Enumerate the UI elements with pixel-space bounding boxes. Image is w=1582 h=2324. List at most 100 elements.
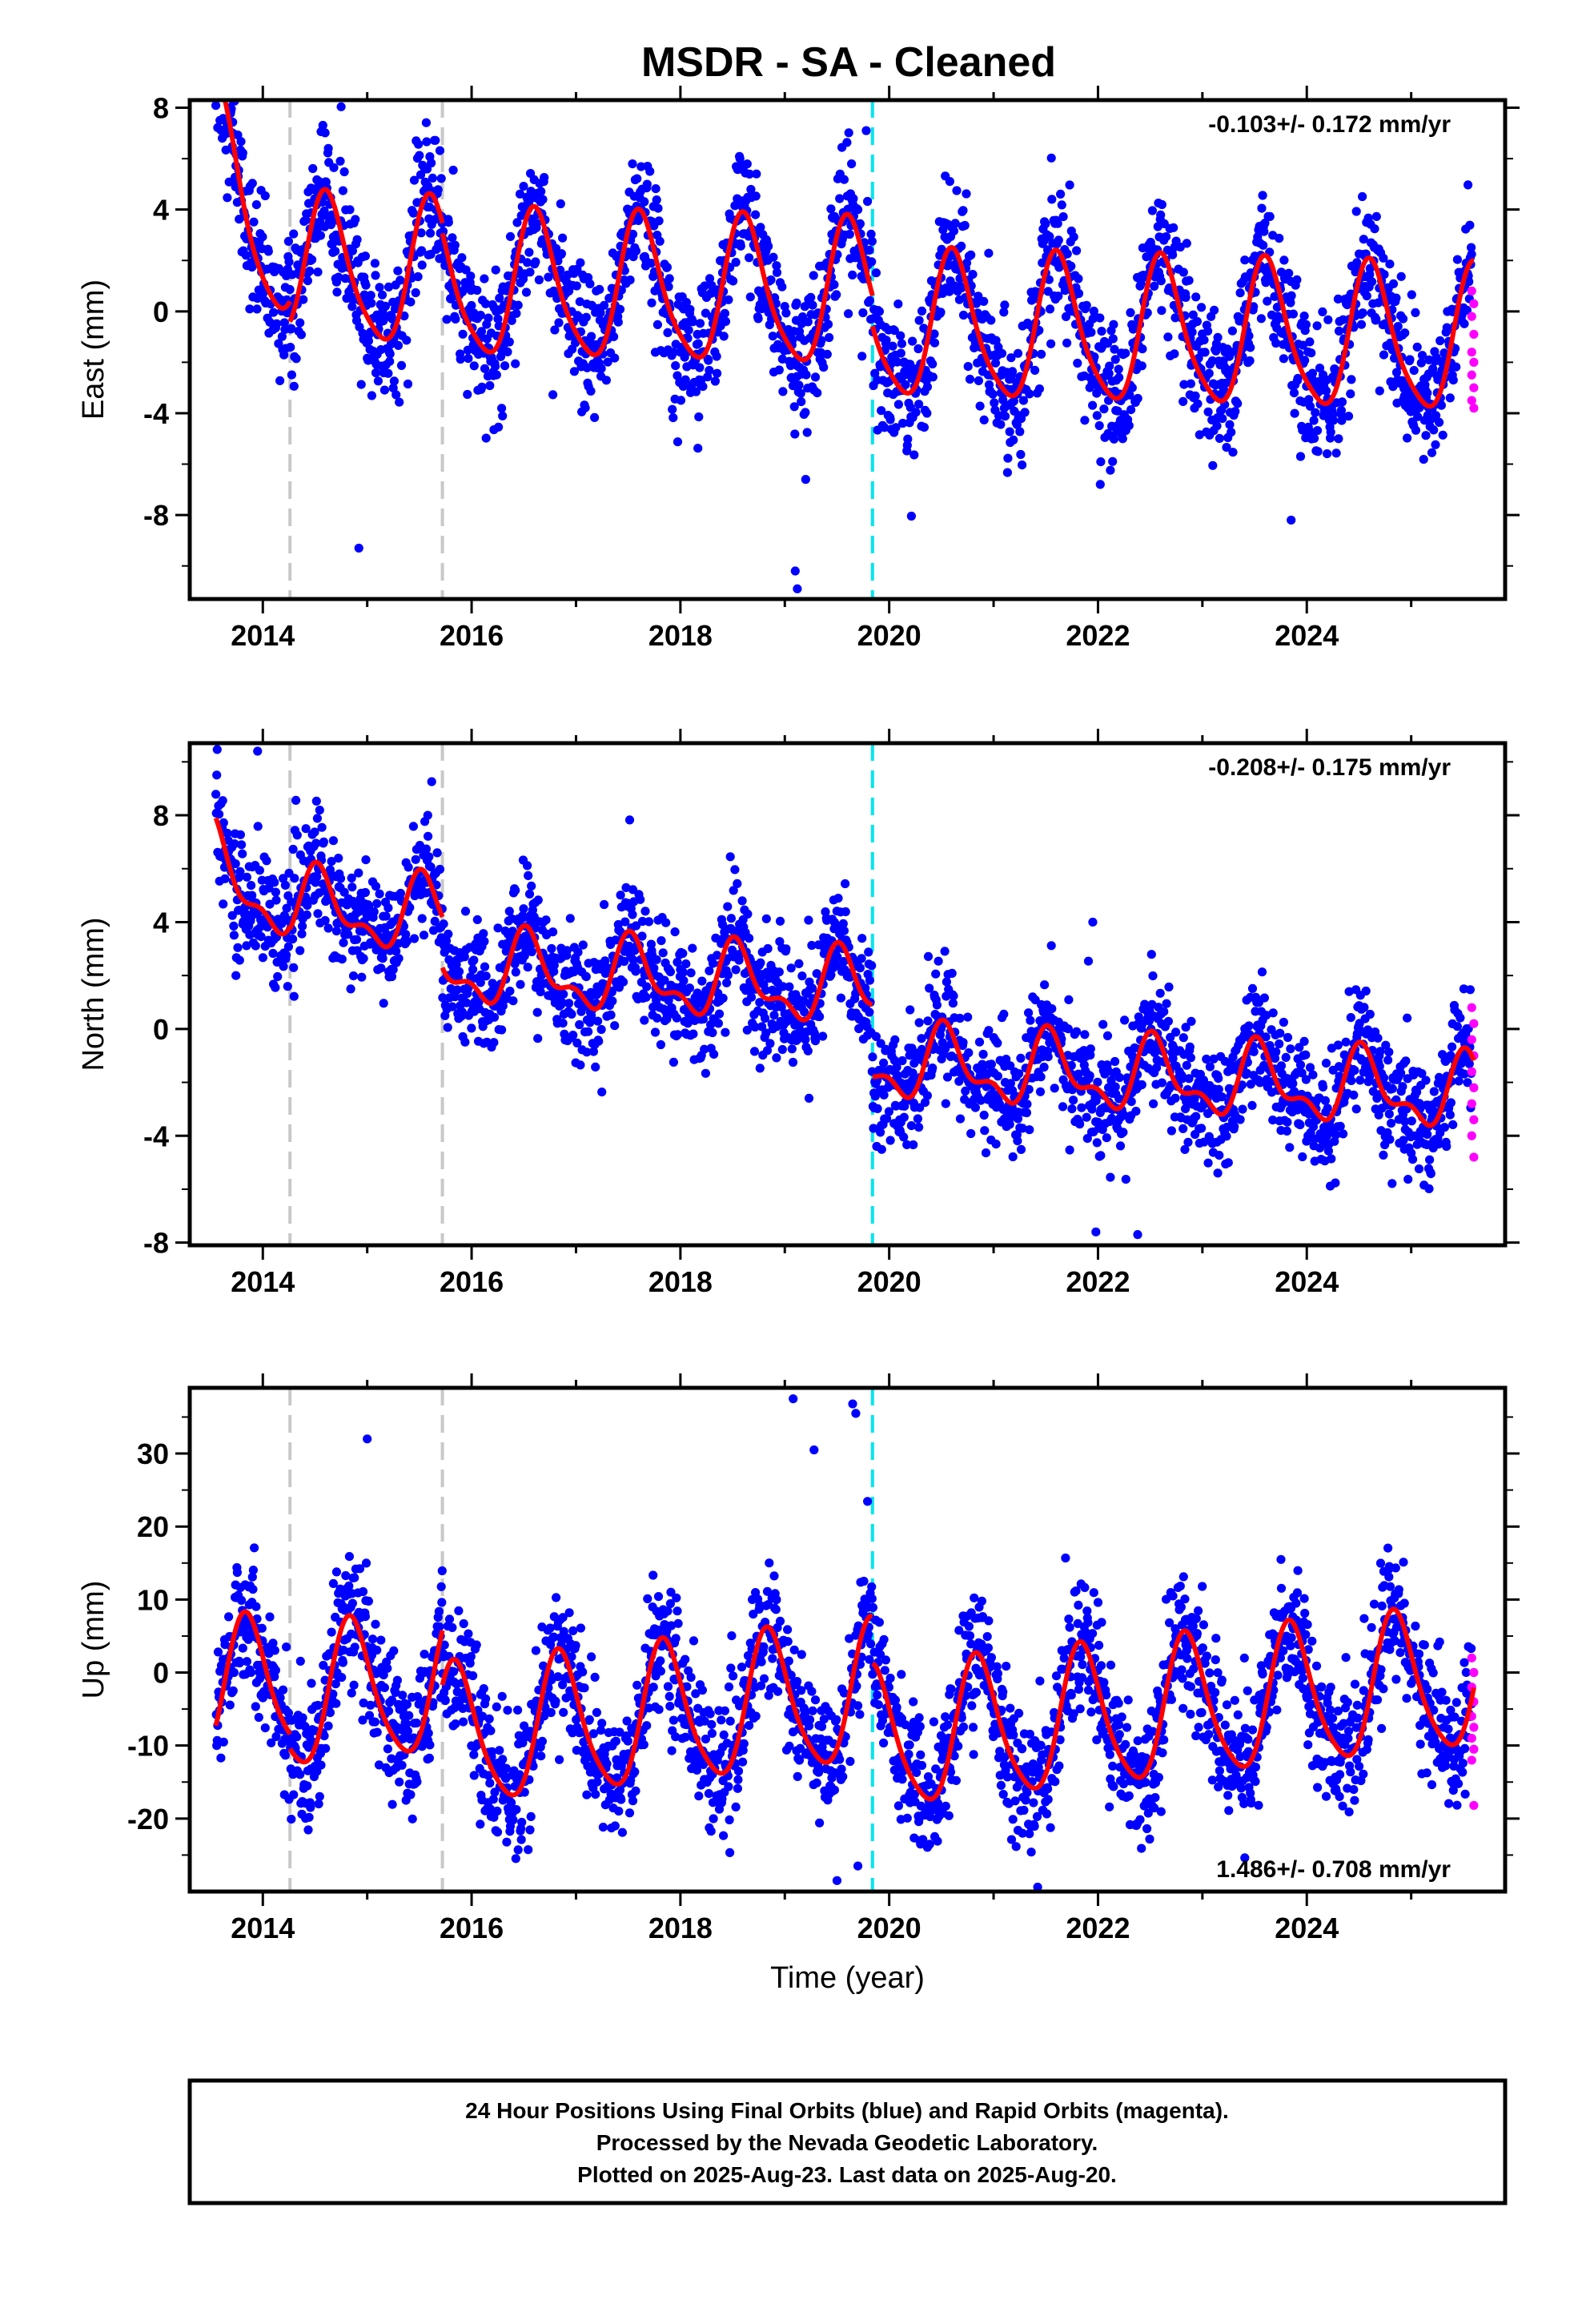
data-point: [498, 1001, 508, 1011]
data-point: [270, 878, 279, 887]
outlier-point: [801, 475, 810, 485]
data-point: [258, 953, 267, 963]
data-point: [1304, 395, 1314, 404]
data-point: [1207, 356, 1217, 366]
data-point: [1072, 246, 1082, 255]
data-point: [481, 433, 491, 443]
data-point: [976, 1096, 986, 1105]
data-point: [1256, 314, 1266, 324]
data-point: [1108, 456, 1118, 466]
data-point: [1295, 1060, 1306, 1070]
data-point: [1464, 180, 1473, 190]
data-point: [1215, 433, 1224, 444]
data-point: [906, 511, 916, 521]
data-point: [1331, 448, 1341, 458]
data-point: [275, 376, 285, 385]
data-point: [1295, 1043, 1304, 1052]
data-point: [565, 914, 575, 923]
data-point: [1403, 433, 1412, 443]
data-point: [1099, 404, 1109, 414]
data-point: [319, 837, 328, 846]
data-point: [230, 839, 239, 849]
data-point: [540, 173, 549, 183]
data-point: [287, 324, 296, 333]
data-point: [432, 848, 442, 858]
data-point: [1030, 365, 1040, 375]
data-point: [697, 976, 707, 986]
data-point: [516, 979, 525, 989]
data-point: [653, 203, 663, 213]
data-point: [1096, 457, 1106, 467]
data-point: [881, 336, 891, 345]
data-point: [707, 280, 717, 290]
data-point: [371, 271, 380, 280]
data-point: [917, 306, 927, 316]
data-point: [736, 241, 745, 251]
data-point: [661, 918, 671, 927]
data-point: [1166, 1126, 1176, 1136]
data-point: [999, 1009, 1009, 1019]
data-point: [865, 296, 874, 305]
data-point: [220, 51, 229, 60]
data-point: [676, 396, 686, 405]
data-point: [489, 1012, 500, 1022]
data-point: [1065, 1145, 1074, 1155]
data-point: [693, 339, 703, 348]
data-point: [746, 992, 757, 1002]
data-point: [305, 266, 315, 276]
data-point: [1022, 1108, 1031, 1118]
data-point: [507, 316, 516, 325]
data-point: [1464, 277, 1474, 287]
data-point: [235, 955, 244, 965]
data-point: [339, 167, 349, 177]
data-point: [497, 404, 507, 413]
data-point: [930, 338, 940, 348]
data-point: [1159, 1007, 1169, 1016]
data-point: [796, 388, 805, 398]
data-point: [503, 347, 512, 356]
data-point: [1013, 1136, 1022, 1146]
data-point: [746, 184, 756, 195]
data-point: [538, 195, 548, 204]
data-point: [1086, 328, 1096, 337]
data-point: [581, 972, 591, 982]
data-point: [367, 391, 376, 400]
y-tick-label: -8: [143, 499, 169, 532]
data-point: [1157, 1078, 1166, 1088]
data-point: [1053, 219, 1062, 228]
data-point: [857, 954, 866, 963]
data-point: [1349, 1090, 1359, 1100]
data-point: [807, 983, 817, 993]
data-point: [290, 874, 299, 883]
data-point: [524, 889, 535, 899]
data-point: [1203, 407, 1213, 416]
data-point: [607, 987, 616, 997]
data-point: [986, 1059, 996, 1069]
data-point: [480, 936, 489, 947]
data-point: [1398, 314, 1408, 324]
data-point: [1387, 1119, 1396, 1128]
data-point: [547, 943, 556, 954]
data-point: [467, 1023, 476, 1033]
data-point: [468, 965, 478, 975]
data-point: [568, 1031, 578, 1040]
data-point: [668, 404, 677, 414]
data-point: [1025, 389, 1034, 399]
data-point: [575, 1019, 584, 1030]
data-point: [1327, 1154, 1336, 1164]
data-point: [391, 390, 401, 400]
data-point: [1115, 1141, 1126, 1151]
data-point: [377, 290, 387, 300]
data-point: [654, 216, 664, 226]
data-point: [1331, 1130, 1341, 1140]
data-point: [1400, 328, 1410, 338]
data-point: [345, 205, 355, 215]
data-point: [615, 304, 625, 314]
data-point: [1415, 403, 1424, 412]
data-point: [295, 946, 305, 955]
data-point: [285, 284, 295, 295]
data-point: [439, 919, 448, 929]
data-point: [1249, 1047, 1259, 1056]
data-point: [1054, 235, 1063, 245]
data-point: [1009, 435, 1018, 445]
